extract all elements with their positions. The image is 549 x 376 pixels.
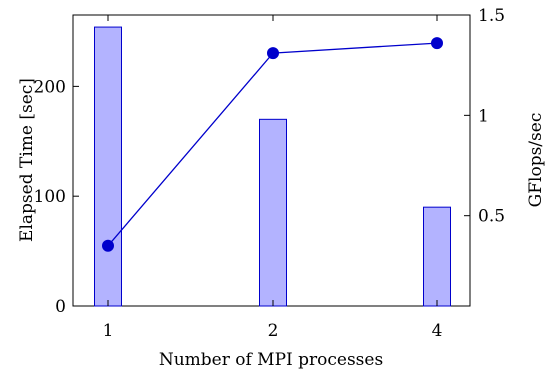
x-tick-label: 1 bbox=[103, 321, 114, 341]
y2-tick-label: 1 bbox=[478, 106, 489, 126]
bar-series bbox=[94, 26, 451, 307]
x-tick-label: 4 bbox=[432, 321, 443, 341]
bar bbox=[423, 206, 451, 307]
x-tick-label: 2 bbox=[268, 321, 279, 341]
y2-axis-label: GFlops/sec bbox=[526, 113, 546, 208]
y-tick-label: 0 bbox=[55, 297, 66, 317]
line-series bbox=[102, 37, 443, 252]
line-point bbox=[102, 239, 114, 252]
bar bbox=[94, 26, 122, 307]
line-point bbox=[431, 37, 443, 50]
y2-tick-label: 1.5 bbox=[478, 6, 505, 26]
axes: 1 2 4 0 100 200 0.5 1 1.5 bbox=[34, 6, 506, 341]
x-axis-label: Number of MPI processes bbox=[159, 350, 383, 370]
y-tick-label: 200 bbox=[34, 77, 66, 97]
y-tick-label: 100 bbox=[34, 187, 66, 207]
line-point bbox=[267, 47, 279, 60]
y-axis-label: Elapsed Time [sec] bbox=[17, 78, 37, 242]
bar bbox=[259, 118, 287, 307]
y2-tick-label: 0.5 bbox=[478, 207, 505, 227]
